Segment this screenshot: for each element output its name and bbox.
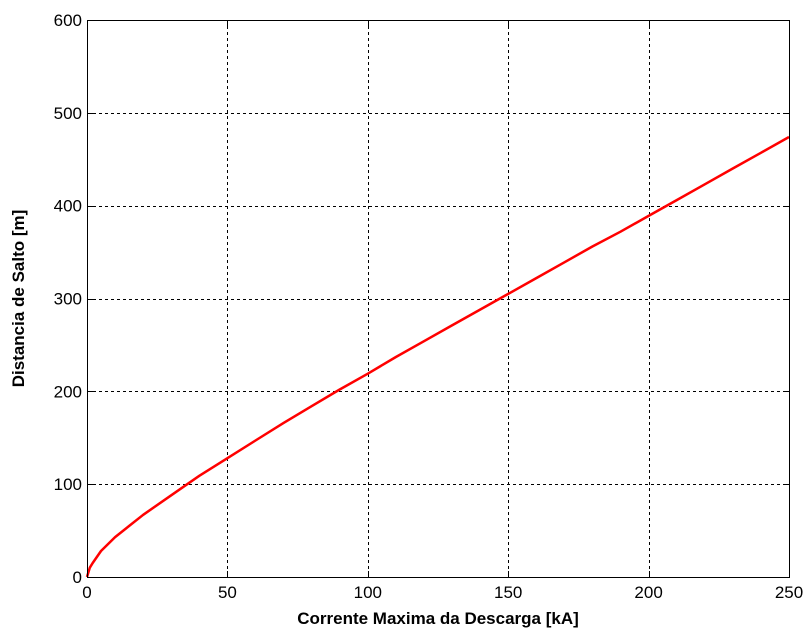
x-tick-label: 50 bbox=[218, 583, 237, 602]
y-tick-label: 200 bbox=[54, 382, 82, 401]
y-axis-label: Distancia de Salto [m] bbox=[9, 210, 28, 388]
y-tick-label: 0 bbox=[73, 568, 82, 587]
y-tick-label: 300 bbox=[54, 290, 82, 309]
x-axis-label: Corrente Maxima da Descarga [kA] bbox=[297, 609, 579, 628]
plot-area bbox=[87, 20, 789, 577]
series-layer bbox=[85, 135, 790, 578]
x-tick-label: 100 bbox=[354, 583, 382, 602]
y-tick-label: 600 bbox=[54, 11, 82, 30]
y-tick-label: 500 bbox=[54, 104, 82, 123]
axis-ticks: 0 50 100 150 200 250 0 100 200 300 400 500 600 bbox=[54, 11, 804, 602]
y-tick-label: 400 bbox=[54, 197, 82, 216]
x-tick-label: 200 bbox=[634, 583, 662, 602]
y-tick-label: 100 bbox=[54, 475, 82, 494]
series-line bbox=[85, 135, 790, 578]
grid-lines bbox=[87, 20, 789, 577]
x-tick-label: 250 bbox=[775, 583, 803, 602]
x-tick-label: 0 bbox=[82, 583, 91, 602]
x-tick-label: 150 bbox=[494, 583, 522, 602]
